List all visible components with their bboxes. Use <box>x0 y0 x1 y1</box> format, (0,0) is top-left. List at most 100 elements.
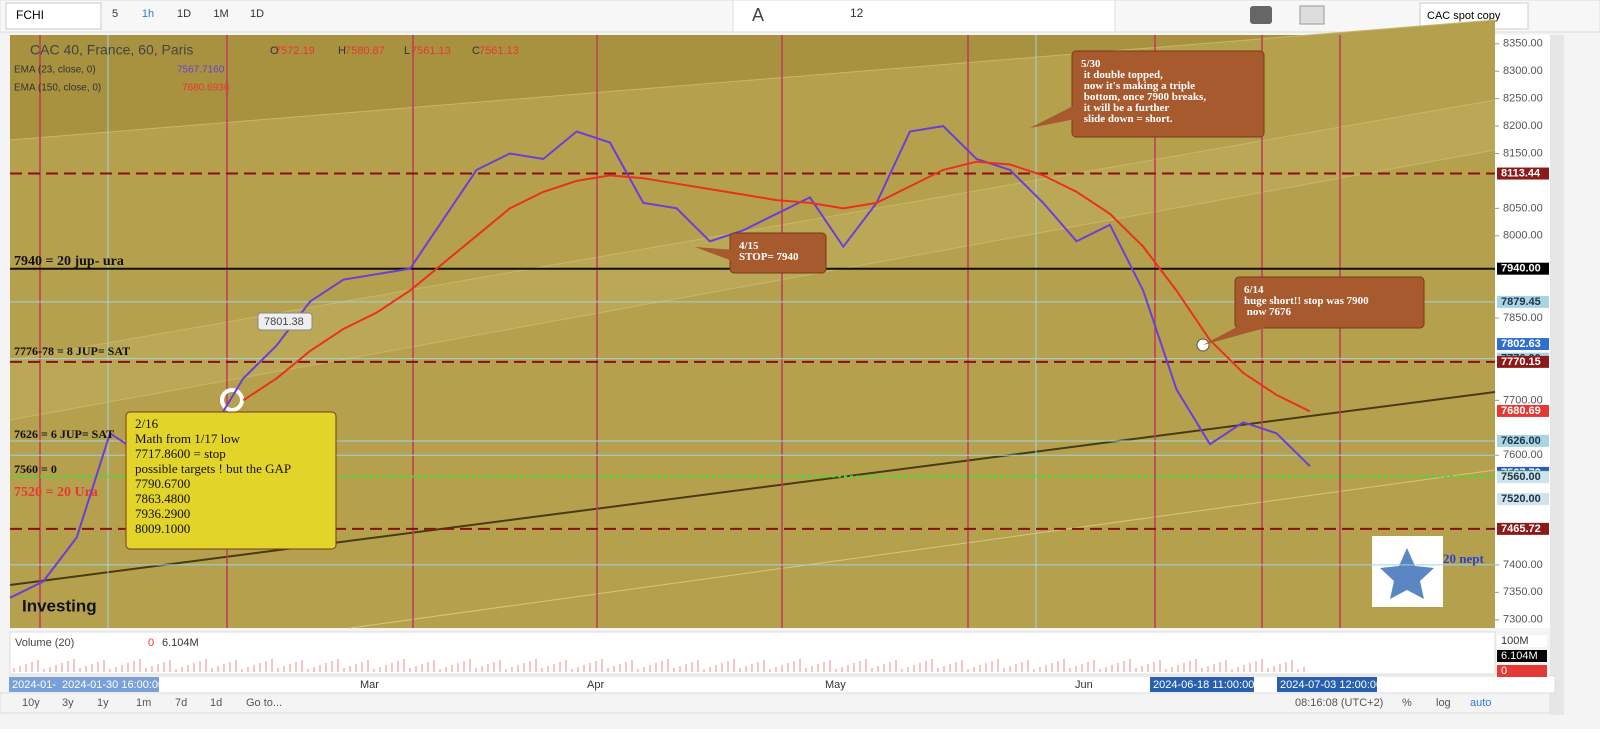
price-badge-label: 7680.69 <box>1501 405 1541 417</box>
legend-title: CAC 40, France, 60, Paris <box>30 42 193 58</box>
interval-button[interactable]: 1M <box>213 8 228 20</box>
symbol: FCHI <box>16 8 44 22</box>
annotation-line: 4/15 <box>739 240 759 252</box>
annotation-line: 7717.8600 = stop <box>135 446 226 461</box>
ohlc-key: L <box>404 45 410 57</box>
volume-axis-label: 100M <box>1501 635 1529 647</box>
ohlc-value: 7572.19 <box>275 45 315 57</box>
range-button[interactable]: 7d <box>175 697 187 709</box>
ohlc-value: 7561.13 <box>479 45 519 57</box>
symbol-input[interactable] <box>5 2 102 30</box>
volume-axis-badge <box>1497 635 1547 647</box>
color-button[interactable] <box>1299 5 1325 25</box>
ema-slow-value: 7680.6936 <box>182 83 230 94</box>
volume-zero: 0 <box>148 637 154 649</box>
y-tick-label: 7300.00 <box>1503 614 1543 626</box>
ema-fast-value: 7567.7160 <box>177 65 225 76</box>
range-button[interactable]: 3y <box>62 697 74 709</box>
text-tool[interactable]: A <box>752 5 764 25</box>
price-badge <box>1497 522 1549 535</box>
snapshot-button[interactable] <box>1250 6 1272 24</box>
time-label: 2024-01-30 16:00:00 <box>62 679 164 691</box>
price-badge <box>1497 404 1549 417</box>
interval-button[interactable]: 1h <box>142 8 154 20</box>
price-callout: 7801.38 <box>264 316 304 328</box>
price-badge-label: 7626.00 <box>1501 435 1541 447</box>
annotation-line: huge short!! stop was 7900 <box>1244 295 1369 307</box>
callout-pointer <box>1203 320 1265 345</box>
level-note: 7776-78 = 8 JUP= SAT <box>14 344 130 358</box>
annotation-line: 7936.2900 <box>135 506 190 521</box>
scale-option[interactable]: auto <box>1470 697 1491 709</box>
y-tick-label: 7850.00 <box>1503 312 1543 324</box>
annotation-box[interactable] <box>1071 50 1265 138</box>
range-button[interactable]: 10y <box>22 697 40 709</box>
scrollbar[interactable] <box>1550 35 1564 715</box>
time-label: 2024-07-03 12:00:00 <box>1280 679 1382 691</box>
logo: Investing <box>22 596 97 615</box>
layout-name: CAC spot copy <box>1427 10 1501 22</box>
time-label: Apr <box>587 679 604 691</box>
interval-button[interactable]: 1D <box>250 8 264 20</box>
interval-button[interactable]: 5 <box>112 8 118 20</box>
volume-label: Volume (20) <box>15 637 74 649</box>
annotation-line: slide down = short. <box>1081 113 1173 125</box>
annotation-line: 6/14 <box>1244 284 1264 296</box>
annotation-line: Math from 1/17 low <box>135 431 241 446</box>
level-note: 20 nept <box>1443 551 1484 566</box>
price-callout-box <box>257 312 313 331</box>
star-icon <box>1380 548 1434 599</box>
range-button[interactable]: 1y <box>97 697 109 709</box>
range-button[interactable]: 1d <box>210 697 222 709</box>
trend-line <box>9 149 1496 421</box>
annotation-text: 5/30 it double topped, now it's making a… <box>1081 58 1206 125</box>
font-size-select[interactable]: 12 <box>850 6 864 20</box>
level-note: 7520 = 20 Ura <box>14 485 98 500</box>
level-note: 7626 = 6 JUP= SAT <box>14 427 114 441</box>
ema-slow-label: EMA (150, close, 0) <box>14 83 101 94</box>
range-button[interactable]: 1m <box>136 697 151 709</box>
y-tick-label: 8000.00 <box>1503 230 1543 242</box>
y-tick-label: 7600.00 <box>1503 449 1543 461</box>
level-note: 7560 = 0 <box>14 462 57 476</box>
price-badge-label: 7940.00 <box>1501 263 1541 275</box>
drawing-toolbar <box>732 0 1116 33</box>
interval-button[interactable]: 1D <box>177 8 191 20</box>
trend-line <box>9 19 1496 141</box>
magnifier[interactable] <box>220 388 244 412</box>
volume-axis-badge <box>1497 665 1547 677</box>
time-badge <box>1277 677 1377 692</box>
price-badge <box>1497 262 1549 275</box>
range-button[interactable]: Go to... <box>246 697 282 709</box>
time-label: Jun <box>1075 679 1093 691</box>
annotation-line: STOP= 7940 <box>739 251 799 263</box>
annotation-line: now 7676 <box>1244 306 1292 318</box>
ema-line <box>9 125 1311 599</box>
annotation-line: 7790.6700 <box>135 476 190 491</box>
time-badge <box>9 677 61 692</box>
volume-axis-label: 0 <box>1501 665 1507 677</box>
time-label: 2024-06-18 11:00:00 <box>1153 679 1254 691</box>
annotation-line: possible targets ! but the GAP <box>135 461 291 476</box>
annotation-box[interactable] <box>1234 276 1425 329</box>
price-badge-label: 7879.45 <box>1501 296 1541 308</box>
annotation-line: it will be a further <box>1081 102 1169 114</box>
ohlc-value: 7580.87 <box>345 45 385 57</box>
annotation-line: 2/16 <box>135 416 159 431</box>
scale-option[interactable]: % <box>1402 697 1412 709</box>
ohlc-key: H <box>338 45 346 57</box>
price-badge <box>1497 295 1549 308</box>
annotation-line: it double topped, <box>1081 69 1163 81</box>
annotation-box[interactable] <box>125 411 337 550</box>
volume-axis-badge <box>1497 650 1547 662</box>
y-tick-label: 8250.00 <box>1503 93 1543 105</box>
annotation-line: 8009.1000 <box>135 521 190 536</box>
callout-pointer <box>1030 100 1085 128</box>
y-tick-label: 8050.00 <box>1503 202 1543 214</box>
annotation-text: 6/14 huge short!! stop was 7900 now 7676 <box>1244 284 1369 318</box>
ema-fast-label: EMA (23, close, 0) <box>14 65 96 76</box>
scale-option[interactable]: log <box>1436 697 1451 709</box>
time-label: 2024-01- <box>12 679 56 691</box>
